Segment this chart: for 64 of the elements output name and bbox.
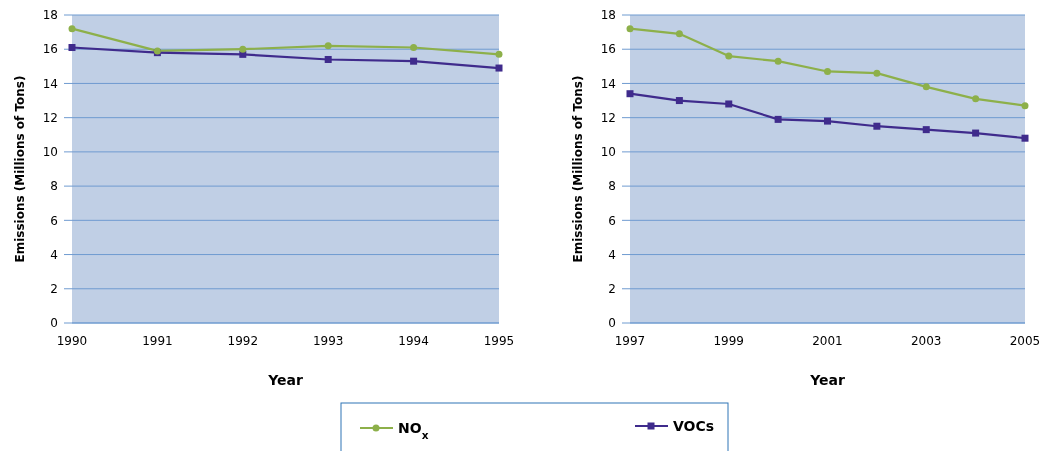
y-tick-label: 6	[50, 213, 58, 228]
point	[239, 45, 247, 53]
y-tick-label: 16	[42, 42, 58, 57]
point	[626, 90, 634, 98]
point	[324, 55, 332, 63]
x-tick-label: 1992	[227, 334, 259, 348]
point	[972, 95, 980, 103]
x-tick-label: 2001	[812, 334, 843, 348]
point	[324, 42, 332, 50]
y-axis-title: Emissions (Millions of Tons)	[571, 75, 585, 263]
point	[972, 129, 980, 137]
point	[495, 64, 503, 72]
y-tick-label: 4	[50, 247, 58, 262]
y-tick-label: 12	[600, 110, 616, 125]
point	[873, 69, 881, 77]
point	[410, 44, 418, 52]
point	[774, 115, 782, 123]
y-axis-title: Emissions (Millions of Tons)	[13, 75, 27, 263]
point	[675, 30, 683, 38]
point	[68, 25, 76, 33]
y-tick-label: 4	[608, 247, 616, 262]
x-tick-label: 2003	[910, 334, 942, 348]
legend-label: NO$_{x}$	[398, 419, 429, 441]
x-tick-label: 1993	[312, 334, 344, 348]
x-axis-title: Year	[809, 372, 845, 388]
y-tick-label: 6	[608, 213, 616, 228]
y-tick-label: 10	[600, 145, 616, 160]
point	[675, 97, 683, 105]
x-tick-label: 2005	[1009, 334, 1041, 348]
point	[922, 126, 930, 134]
legend-label: VOCs	[673, 417, 715, 434]
point	[725, 52, 733, 60]
y-tick-label: 14	[600, 76, 616, 91]
y-tick-label: 2	[50, 281, 58, 296]
x-tick-label: 1995	[483, 334, 515, 348]
point	[410, 57, 418, 65]
y-tick-label: 8	[608, 179, 616, 194]
point	[725, 100, 733, 108]
point	[824, 67, 831, 75]
point	[626, 25, 634, 33]
x-tick-label: 1991	[142, 334, 173, 348]
x-tick-label: 1999	[713, 334, 745, 348]
point	[774, 57, 782, 65]
y-tick-label: 14	[42, 76, 58, 91]
point	[873, 122, 881, 130]
point	[1021, 102, 1029, 110]
point	[68, 44, 76, 52]
x-axis-title: Year	[267, 372, 303, 388]
y-tick-label: 18	[42, 8, 58, 23]
y-tick-label: 10	[42, 145, 58, 160]
x-tick-label: 1990	[56, 334, 88, 348]
y-tick-label: 8	[50, 179, 58, 194]
y-tick-label: 0	[608, 316, 616, 331]
point	[922, 83, 930, 91]
x-tick-label: 1994	[398, 334, 429, 348]
y-tick-label: 0	[50, 316, 58, 331]
point	[495, 50, 503, 58]
point	[824, 117, 831, 125]
y-tick-label: 16	[600, 42, 616, 57]
y-tick-label: 12	[42, 110, 58, 125]
point	[1021, 134, 1029, 142]
x-tick-label: 1997	[614, 334, 646, 348]
y-tick-label: 18	[600, 8, 616, 23]
y-tick-label: 2	[608, 281, 616, 296]
